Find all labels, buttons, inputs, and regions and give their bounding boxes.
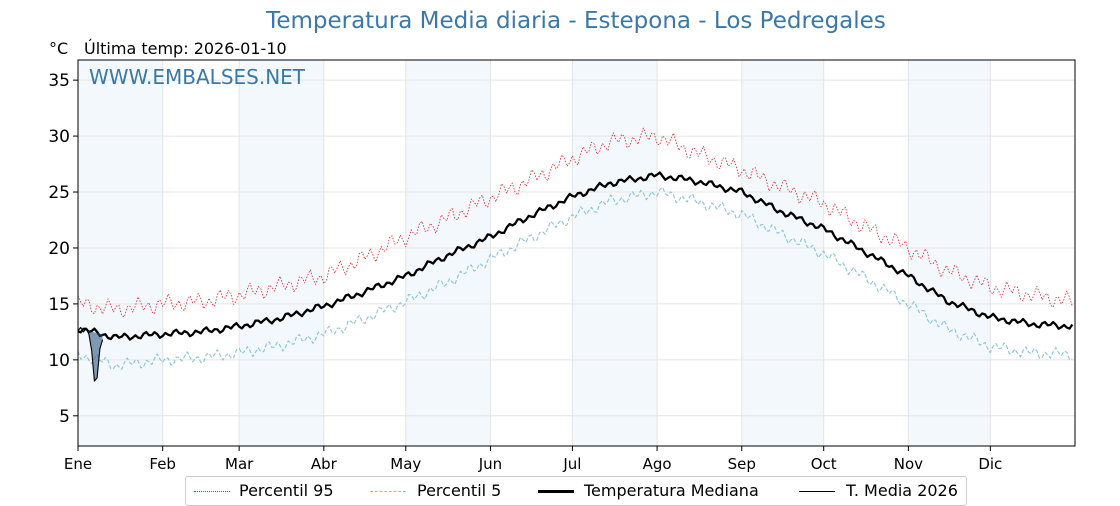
grid-lines bbox=[77, 60, 1075, 446]
x-tick-label: Dic bbox=[978, 455, 1002, 473]
month-band bbox=[405, 60, 491, 446]
legend-swatch-median bbox=[538, 490, 574, 493]
series-line-2 bbox=[77, 171, 1074, 341]
series-lines bbox=[77, 127, 1074, 382]
y-tick-label: 20 bbox=[48, 239, 70, 259]
x-tick-label: Mar bbox=[225, 455, 254, 473]
month-band bbox=[741, 60, 824, 446]
series-line-0 bbox=[77, 127, 1073, 318]
legend-label-median: Temperatura Mediana bbox=[584, 481, 759, 500]
plot-frame bbox=[77, 59, 1076, 447]
x-tick-label: Feb bbox=[149, 455, 176, 473]
legend-label-p5: Percentil 5 bbox=[417, 481, 502, 500]
last-temp-label: Última temp: 2026-01-10 bbox=[84, 39, 287, 58]
x-tick-label: Jun bbox=[478, 455, 502, 473]
month-bands bbox=[78, 60, 991, 446]
legend-label-p95: Percentil 95 bbox=[239, 481, 334, 500]
y-unit-label: °C bbox=[49, 39, 69, 58]
x-axis: Ene Feb Mar Abr May Jun Jul Ago Sep Oct Nov Dic bbox=[64, 446, 1002, 473]
y-tick-label: 35 bbox=[48, 71, 70, 91]
y-tick-label: 15 bbox=[48, 295, 70, 315]
x-tick-label: Abr bbox=[311, 455, 338, 473]
x-tick-label: Nov bbox=[894, 455, 923, 473]
watermark: WWW.EMBALSES.NET bbox=[89, 65, 306, 89]
y-axis: 5 10 15 20 25 30 35 bbox=[48, 71, 78, 427]
series-line-3 bbox=[77, 326, 104, 382]
x-tick-label: Ene bbox=[64, 455, 92, 473]
y-tick-label: 25 bbox=[48, 183, 70, 203]
x-tick-label: May bbox=[390, 455, 421, 473]
legend: Percentil 95 Percentil 5 Temperatura Med… bbox=[185, 476, 967, 506]
month-band bbox=[78, 60, 163, 446]
legend-label-2026: T. Media 2026 bbox=[846, 481, 958, 500]
legend-swatch-p95 bbox=[194, 491, 230, 492]
legend-swatch-2026 bbox=[799, 491, 835, 492]
y-tick-label: 5 bbox=[59, 407, 70, 427]
y-tick-label: 10 bbox=[48, 351, 70, 371]
chart-title: Temperatura Media diaria - Estepona - Lo… bbox=[266, 8, 886, 34]
x-tick-label: Jul bbox=[562, 455, 581, 473]
month-band bbox=[908, 60, 991, 446]
month-band bbox=[572, 60, 658, 446]
series-line-1 bbox=[77, 186, 1073, 370]
anomaly-fill bbox=[78, 327, 103, 382]
month-band bbox=[239, 60, 324, 446]
x-tick-label: Sep bbox=[728, 455, 756, 473]
x-tick-label: Ago bbox=[643, 455, 672, 473]
x-tick-label: Oct bbox=[811, 455, 837, 473]
y-tick-label: 30 bbox=[48, 127, 70, 147]
legend-swatch-p5 bbox=[370, 491, 406, 492]
